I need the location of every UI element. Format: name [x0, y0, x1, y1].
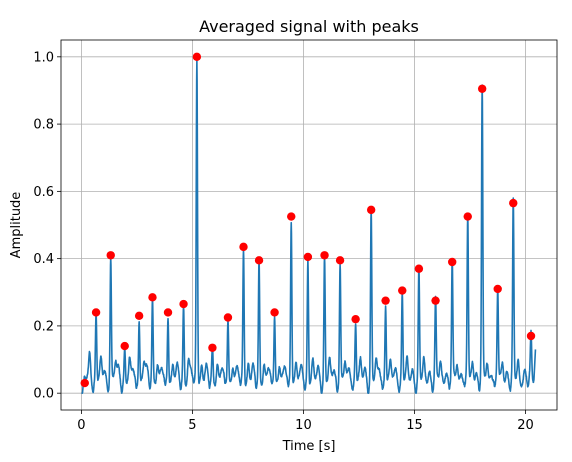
peak-marker	[179, 299, 188, 309]
peak-marker	[287, 212, 296, 221]
peak-marker	[223, 313, 233, 322]
x-tick-label: 0	[77, 418, 85, 433]
peak-marker	[106, 251, 115, 260]
peak-marker	[148, 293, 157, 302]
peak-marker	[239, 242, 248, 252]
y-tick-label: 0.0	[33, 387, 54, 402]
x-tick-label: 15	[406, 418, 423, 433]
plot-area	[60, 39, 558, 411]
peak-marker	[320, 251, 329, 260]
x-tick-label: 20	[517, 418, 534, 433]
signal-line	[80, 58, 537, 394]
peak-marker	[208, 343, 217, 352]
y-axis-label: Amplitude	[9, 192, 24, 259]
peak-marker	[431, 296, 440, 305]
peak-marker	[381, 296, 390, 305]
y-tick-label: 0.6	[33, 185, 54, 200]
peak-marker	[80, 378, 89, 388]
peak-marker	[163, 308, 173, 317]
x-axis-label: Time [s]	[282, 439, 336, 454]
peaks-layer	[80, 52, 536, 388]
x-axis: 0 5 10 15 20	[77, 410, 534, 433]
y-axis: 0.0 0.2 0.4 0.6 0.8 1.0	[33, 50, 61, 402]
peak-marker	[398, 286, 407, 295]
y-tick-label: 0.8	[33, 118, 54, 133]
peak-marker	[414, 264, 424, 273]
peak-marker	[134, 311, 144, 321]
x-tick-label: 10	[295, 418, 312, 433]
peak-marker	[254, 256, 264, 265]
peak-marker	[509, 198, 518, 208]
peak-marker	[448, 257, 457, 267]
peak-marker	[270, 308, 279, 317]
peak-marker	[335, 256, 345, 265]
y-tick-label: 0.4	[33, 252, 54, 267]
peak-marker	[303, 252, 313, 262]
axes-frame	[60, 39, 558, 411]
peak-marker	[366, 205, 376, 215]
y-tick-label: 0.2	[33, 319, 54, 334]
y-tick-label: 1.0	[33, 50, 54, 65]
chart-title: Averaged signal with peaks	[199, 17, 419, 36]
x-tick-label: 5	[188, 418, 196, 433]
peak-marker	[351, 314, 360, 324]
signal-layer	[80, 58, 537, 394]
peak-marker	[192, 52, 202, 62]
peak-marker	[91, 308, 101, 317]
peak-marker	[463, 212, 472, 221]
peak-marker	[477, 84, 487, 93]
peak-marker	[493, 284, 502, 294]
peak-marker	[526, 331, 536, 341]
peak-marker	[120, 341, 129, 351]
